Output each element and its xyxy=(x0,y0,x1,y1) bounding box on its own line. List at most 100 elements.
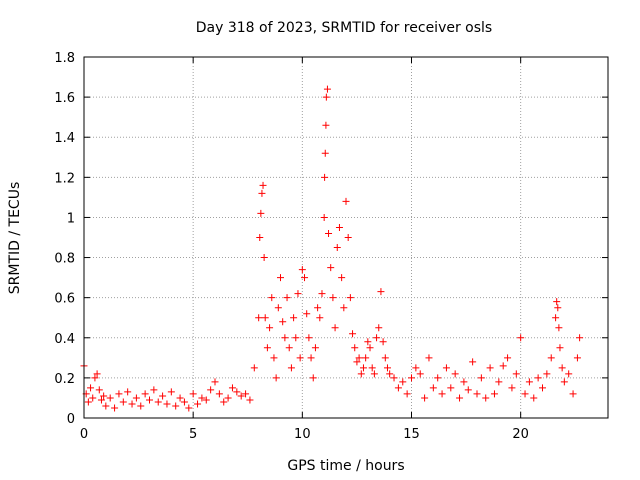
data-point xyxy=(321,173,329,181)
data-point xyxy=(543,370,551,378)
y-axis-label: SRMTID / TECUs xyxy=(7,182,23,295)
data-point xyxy=(399,378,407,386)
data-point xyxy=(301,274,309,282)
data-point xyxy=(464,386,472,394)
data-point xyxy=(495,378,503,386)
data-point xyxy=(379,338,387,346)
data-point xyxy=(305,334,313,342)
data-point xyxy=(565,370,573,378)
data-point xyxy=(386,370,394,378)
data-point xyxy=(331,324,339,332)
data-point xyxy=(353,358,361,366)
data-point xyxy=(421,394,429,402)
data-point xyxy=(329,294,337,302)
data-point xyxy=(338,274,346,282)
data-point xyxy=(272,374,280,382)
data-point xyxy=(327,264,335,272)
data-point xyxy=(355,354,363,362)
grid xyxy=(84,57,608,418)
data-point xyxy=(198,394,206,402)
x-tick-label: 10 xyxy=(294,427,311,442)
data-point xyxy=(250,364,258,372)
data-point xyxy=(460,378,468,386)
data-point xyxy=(233,388,241,396)
data-point xyxy=(268,294,276,302)
data-point xyxy=(351,344,359,352)
data-point xyxy=(283,294,291,302)
data-point xyxy=(270,354,278,362)
data-point xyxy=(167,388,175,396)
y-tick-label: 1.4 xyxy=(54,131,75,146)
data-point xyxy=(553,298,561,306)
data-point xyxy=(87,384,95,392)
data-point xyxy=(211,378,219,386)
data-point xyxy=(442,364,450,372)
data-point xyxy=(298,266,306,274)
data-point xyxy=(84,398,92,406)
data-point xyxy=(556,344,564,352)
data-point xyxy=(552,314,560,322)
data-point xyxy=(469,358,477,366)
data-point xyxy=(258,189,266,197)
data-point xyxy=(228,384,236,392)
data-point xyxy=(357,370,365,378)
data-point xyxy=(290,314,298,322)
y-tick-label: 0.6 xyxy=(54,292,75,307)
data-point xyxy=(486,364,494,372)
data-point xyxy=(202,396,210,404)
data-point xyxy=(318,290,326,298)
data-point xyxy=(560,378,568,386)
data-point xyxy=(321,149,329,157)
y-tick-label: 1.2 xyxy=(54,171,75,186)
data-point xyxy=(246,396,254,404)
data-point xyxy=(416,370,424,378)
data-point xyxy=(381,354,389,362)
data-point xyxy=(525,378,533,386)
data-point xyxy=(547,354,555,362)
y-tick-label: 1 xyxy=(67,211,75,226)
data-point xyxy=(322,121,330,129)
data-point xyxy=(102,402,110,410)
data-point xyxy=(257,209,265,217)
data-point xyxy=(309,374,317,382)
x-tick-label: 0 xyxy=(80,427,88,442)
data-point xyxy=(281,334,289,342)
data-point xyxy=(260,254,268,262)
data-point xyxy=(403,390,411,398)
y-tick-label: 0.4 xyxy=(54,332,75,347)
data-point xyxy=(335,223,343,231)
data-point xyxy=(132,394,140,402)
data-point xyxy=(342,197,350,205)
data-point xyxy=(285,344,293,352)
data-point xyxy=(408,374,415,382)
data-point xyxy=(261,314,269,322)
y-tick-label: 1.6 xyxy=(54,91,75,106)
data-point xyxy=(163,400,171,408)
chart-title: Day 318 of 2023, SRMTID for receiver osl… xyxy=(196,20,492,36)
data-point xyxy=(425,354,433,362)
data-point xyxy=(279,318,287,326)
data-point xyxy=(322,93,330,101)
data-point xyxy=(373,334,381,342)
data-point xyxy=(106,394,114,402)
data-point xyxy=(100,392,108,400)
data-point xyxy=(364,338,372,346)
data-point xyxy=(323,85,331,93)
y-tick-label: 0 xyxy=(67,412,75,427)
data-point xyxy=(314,304,322,312)
data-point xyxy=(390,374,398,382)
data-point xyxy=(429,384,437,392)
x-axis-label: GPS time / hours xyxy=(287,458,404,474)
data-point xyxy=(220,398,228,406)
data-point xyxy=(555,324,563,332)
data-point xyxy=(185,404,193,412)
y-tick-label: 1.8 xyxy=(54,51,75,66)
data-point xyxy=(349,330,357,338)
data-point xyxy=(124,388,132,396)
data-point xyxy=(346,294,354,302)
data-point xyxy=(303,310,311,318)
data-point xyxy=(274,304,282,312)
data-point xyxy=(172,402,180,410)
data-point xyxy=(530,394,538,402)
